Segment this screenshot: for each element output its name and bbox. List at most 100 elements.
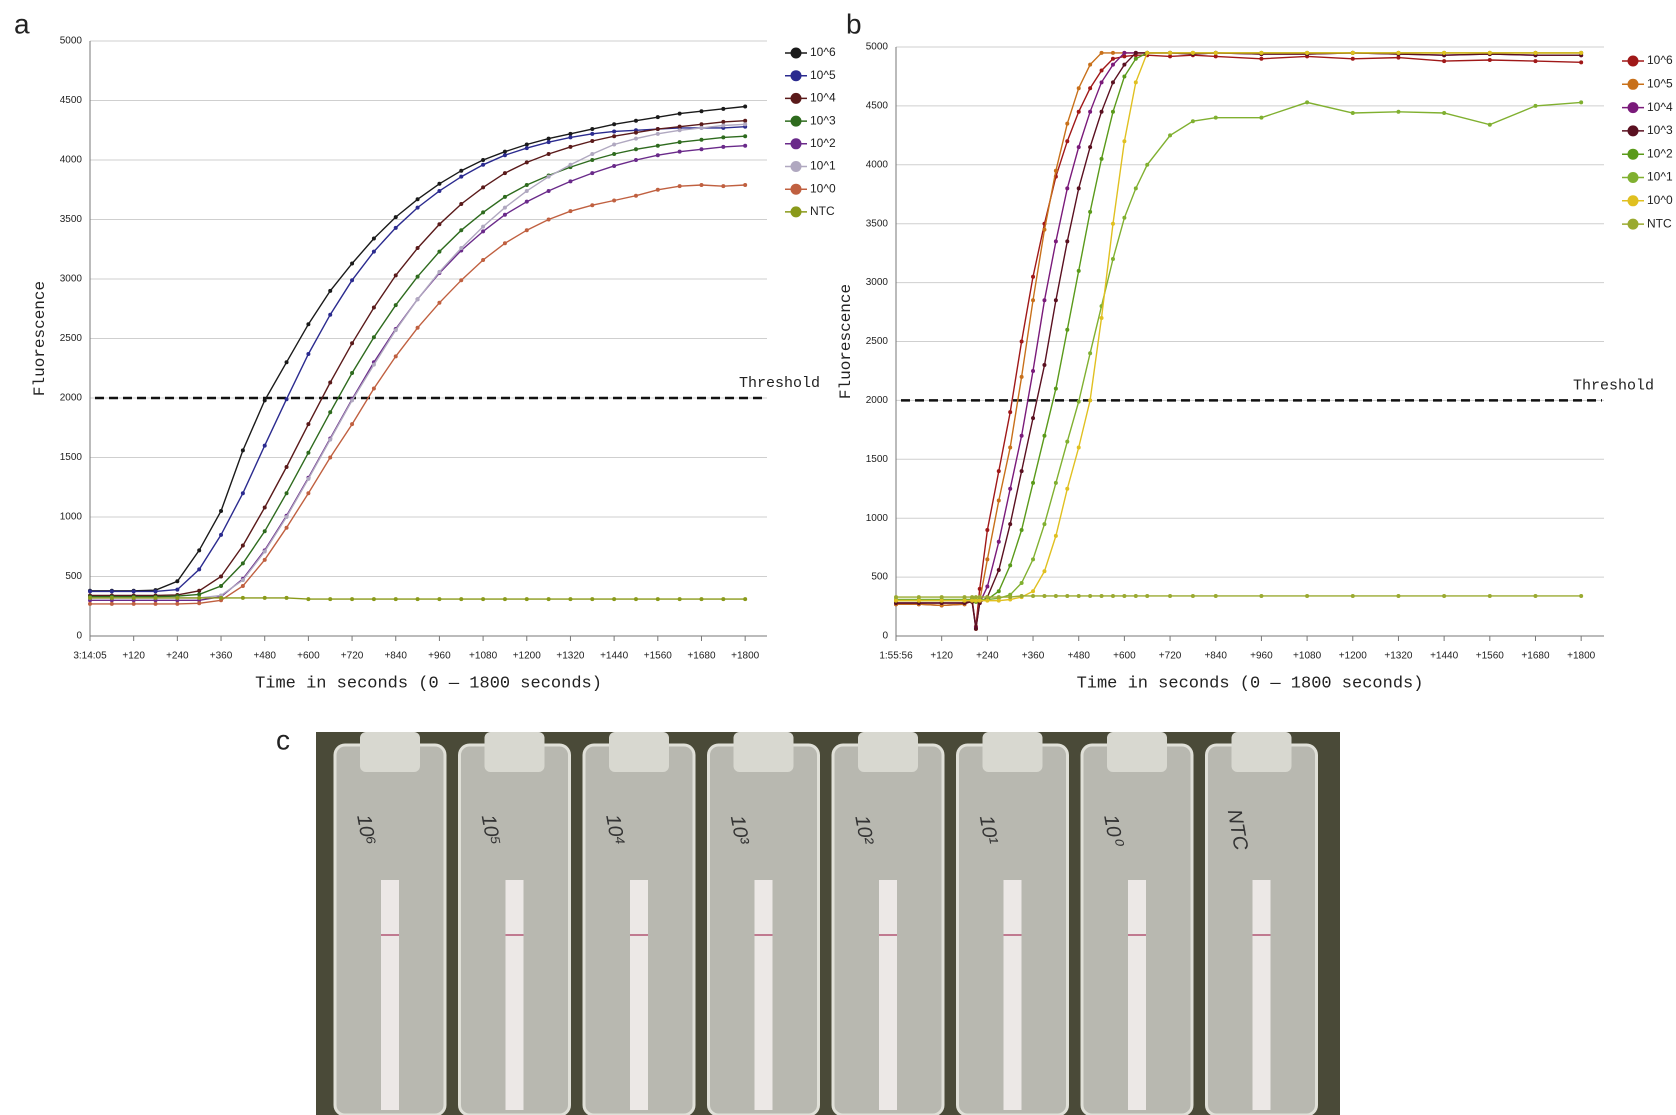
data-point: [1110, 593, 1115, 598]
data-point: [1487, 57, 1492, 62]
data-point: [1008, 522, 1013, 527]
data-point: [546, 152, 551, 157]
data-point: [88, 601, 92, 606]
data-point: [1396, 109, 1401, 114]
data-point: [1442, 593, 1447, 598]
data-point: [1031, 298, 1036, 303]
data-point: [894, 595, 898, 600]
data-point: [1350, 593, 1355, 598]
data-point: [219, 595, 224, 600]
x-tick-label: +120: [930, 651, 953, 662]
x-tick-label: +1800: [1567, 651, 1596, 662]
x-tick-label: +960: [428, 651, 451, 662]
threshold-label: Threshold: [739, 375, 820, 392]
data-point: [1019, 469, 1024, 474]
tube-label: 10⁴: [601, 813, 628, 847]
data-point: [437, 181, 442, 186]
data-point: [655, 131, 660, 136]
data-point: [1053, 480, 1058, 485]
tube-label: 10⁵: [477, 813, 504, 847]
data-point: [677, 140, 682, 145]
data-point: [240, 561, 245, 566]
data-point: [284, 525, 289, 530]
data-point: [437, 269, 442, 274]
data-point: [1579, 593, 1584, 598]
data-point: [568, 162, 573, 167]
data-point: [284, 595, 289, 600]
data-point: [459, 278, 464, 283]
data-point: [262, 529, 267, 534]
legend-label: 10^1: [1647, 170, 1673, 184]
data-point: [219, 532, 224, 537]
data-point: [1065, 593, 1070, 598]
data-point: [524, 597, 529, 602]
data-point: [1065, 139, 1070, 144]
data-point: [894, 598, 898, 603]
x-tick-label: +240: [976, 651, 999, 662]
data-point: [568, 179, 573, 184]
x-tick-label: +1800: [731, 651, 760, 662]
legend-marker: [1627, 78, 1639, 90]
data-point: [109, 601, 114, 606]
data-point: [284, 397, 289, 402]
data-point: [371, 236, 376, 241]
data-point: [1053, 593, 1058, 598]
series-line: [90, 135, 746, 598]
series-line: [90, 120, 746, 597]
data-point: [371, 362, 376, 367]
data-point: [1122, 74, 1127, 79]
data-point: [1213, 593, 1218, 598]
data-point: [1076, 593, 1081, 598]
data-point: [131, 601, 136, 606]
data-point: [743, 597, 748, 602]
data-point: [481, 224, 486, 229]
data-point: [197, 595, 202, 600]
data-point: [721, 184, 726, 189]
legend-marker: [790, 47, 802, 59]
data-point: [437, 597, 442, 602]
data-point: [590, 138, 595, 143]
y-tick-label: 1000: [60, 512, 83, 523]
panel-label: a: [14, 8, 30, 39]
data-point: [939, 598, 944, 603]
data-point: [415, 274, 420, 279]
data-point: [1008, 595, 1013, 600]
x-tick-label: +1080: [469, 651, 498, 662]
y-tick-label: 1000: [866, 513, 889, 524]
data-point: [459, 168, 464, 173]
data-point: [699, 182, 704, 187]
data-point: [1533, 593, 1538, 598]
x-tick-label: +240: [166, 651, 189, 662]
data-point: [977, 586, 982, 591]
tube-cap: [360, 732, 420, 772]
data-point: [1110, 257, 1115, 262]
test-strip: [879, 880, 897, 1110]
data-point: [240, 578, 245, 583]
data-point: [1122, 62, 1127, 67]
data-point: [306, 422, 311, 427]
data-point: [1396, 55, 1401, 60]
data-point: [1396, 593, 1401, 598]
data-point: [459, 228, 464, 233]
data-point: [240, 543, 245, 548]
data-point: [1053, 239, 1058, 244]
x-tick-label: +840: [1204, 651, 1227, 662]
data-point: [88, 595, 92, 600]
data-point: [240, 584, 245, 589]
legend-label: NTC: [1647, 216, 1672, 230]
data-point: [328, 410, 333, 415]
data-point: [721, 119, 726, 124]
data-point: [916, 598, 921, 603]
data-point: [699, 122, 704, 127]
data-point: [655, 187, 660, 192]
data-point: [1065, 327, 1070, 332]
data-point: [743, 143, 748, 148]
data-point: [970, 595, 975, 600]
data-point: [1042, 433, 1047, 438]
x-tick-label: +1320: [1384, 651, 1413, 662]
legend-label: 10^0: [1647, 193, 1673, 207]
data-point: [284, 465, 289, 470]
data-point: [393, 354, 398, 359]
data-point: [590, 158, 595, 162]
